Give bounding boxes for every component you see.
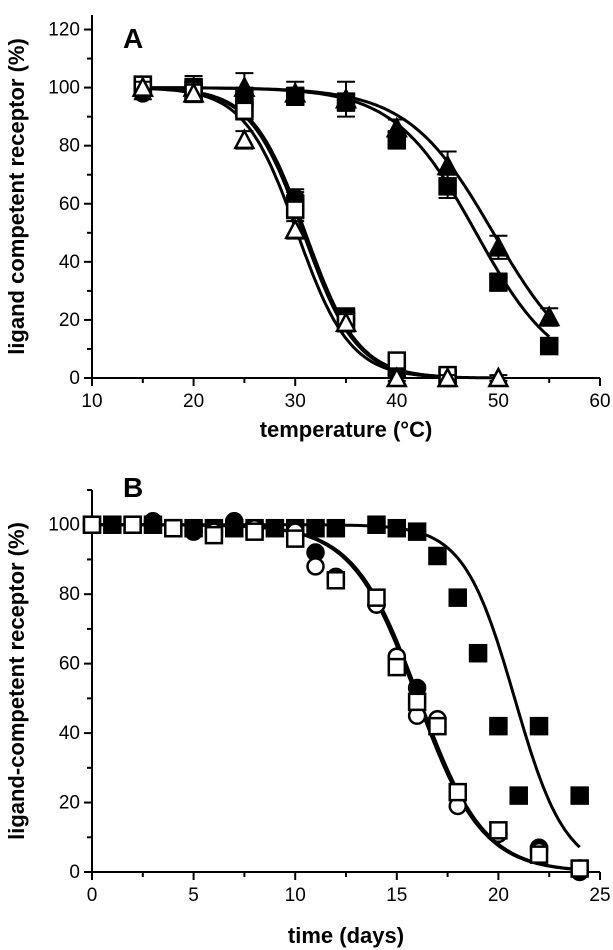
data-point: [285, 200, 305, 219]
data-point: [82, 515, 102, 534]
data-point: [428, 546, 447, 566]
data-point: [103, 515, 122, 534]
y-tick-label: 40: [59, 723, 80, 744]
x-tick-label: 15: [386, 885, 407, 906]
data-point: [385, 366, 408, 388]
data-point: [489, 272, 508, 292]
data-point: [233, 128, 256, 150]
data-point: [487, 366, 510, 388]
data-point: [436, 154, 459, 176]
data-point: [387, 518, 407, 538]
series-4: [82, 515, 589, 878]
y-tick-label: 0: [69, 862, 80, 883]
data-point: [334, 311, 358, 333]
data-point: [529, 716, 549, 736]
series-6: [131, 75, 510, 388]
panel-label: B: [123, 472, 143, 503]
x-tick-label: 20: [488, 885, 509, 906]
data-point: [306, 518, 325, 538]
y-tick-label: 80: [59, 136, 80, 157]
data-point: [245, 522, 264, 541]
y-axis-title: ligand-competent receptor (%): [4, 522, 29, 840]
x-tick-label: 5: [188, 885, 199, 906]
data-point: [284, 81, 307, 103]
data-point: [448, 588, 468, 607]
data-point: [204, 525, 224, 545]
fit-curve-1: [142, 86, 551, 338]
y-axis-title: ligand competent receptor (%): [4, 38, 29, 355]
x-tick-label: 20: [183, 391, 204, 412]
y-tick-label: 20: [59, 793, 80, 814]
data-point: [306, 557, 325, 576]
y-tick-label: 100: [48, 515, 80, 536]
x-tick-label: 10: [285, 885, 306, 906]
data-point: [224, 512, 244, 531]
data-point: [489, 821, 508, 840]
data-point: [489, 716, 508, 736]
y-tick-label: 60: [59, 654, 80, 675]
series-1: [82, 515, 589, 805]
data-point: [407, 522, 427, 541]
x-axis-title: time (days): [288, 923, 404, 948]
x-tick-label: 30: [285, 391, 306, 412]
x-tick-label: 60: [589, 391, 610, 412]
data-point: [265, 518, 285, 538]
y-tick-label: 40: [59, 252, 80, 273]
data-point: [131, 75, 154, 97]
data-point: [164, 518, 183, 538]
data-point: [538, 305, 561, 327]
data-point: [468, 643, 488, 663]
data-point: [385, 116, 408, 138]
data-point: [570, 859, 589, 878]
data-point: [509, 786, 528, 805]
y-tick-label: 100: [48, 78, 80, 99]
series-2: [82, 512, 589, 882]
data-point: [387, 351, 407, 370]
panel-a: 0 20 40 60 80 100 120 10 20 30 40 50 60 temperature (…: [4, 15, 611, 442]
y-tick-label: 0: [69, 368, 80, 389]
y-tick-label: 80: [59, 584, 80, 605]
data-point: [539, 336, 559, 356]
x-tick-label: 25: [589, 885, 610, 906]
y-tick-label: 20: [59, 310, 80, 331]
data-point: [184, 522, 203, 541]
data-point: [334, 87, 358, 109]
x-tick-label: 10: [81, 391, 102, 412]
x-tick-label: 50: [488, 391, 509, 412]
data-point: [448, 782, 468, 802]
data-point: [182, 81, 205, 103]
x-tick-label: 40: [386, 391, 407, 412]
data-point: [428, 716, 447, 736]
data-point: [529, 845, 549, 864]
data-point: [387, 657, 407, 677]
data-point: [367, 588, 386, 607]
data-point: [285, 529, 305, 548]
data-point: [326, 571, 346, 590]
data-point: [436, 366, 459, 388]
data-point: [284, 218, 307, 240]
data-point: [570, 786, 589, 805]
y-tick-label: 120: [48, 20, 80, 41]
data-point: [123, 515, 142, 534]
panel-b: 0 20 40 60 80 100 0 5 10 15 20 25 time (days) ligand-…: [4, 472, 611, 948]
fit-curve-2: [142, 86, 551, 318]
fit-curve-6: [142, 86, 499, 380]
data-point: [143, 512, 163, 531]
data-point: [487, 235, 510, 257]
data-point: [326, 518, 346, 538]
x-axis-title: temperature (°C): [260, 417, 433, 442]
data-point: [235, 101, 254, 121]
y-tick-label: 60: [59, 194, 80, 215]
x-tick-label: 0: [87, 885, 98, 906]
data-point: [367, 515, 386, 534]
panel-label: A: [123, 23, 143, 54]
data-point: [407, 692, 427, 712]
